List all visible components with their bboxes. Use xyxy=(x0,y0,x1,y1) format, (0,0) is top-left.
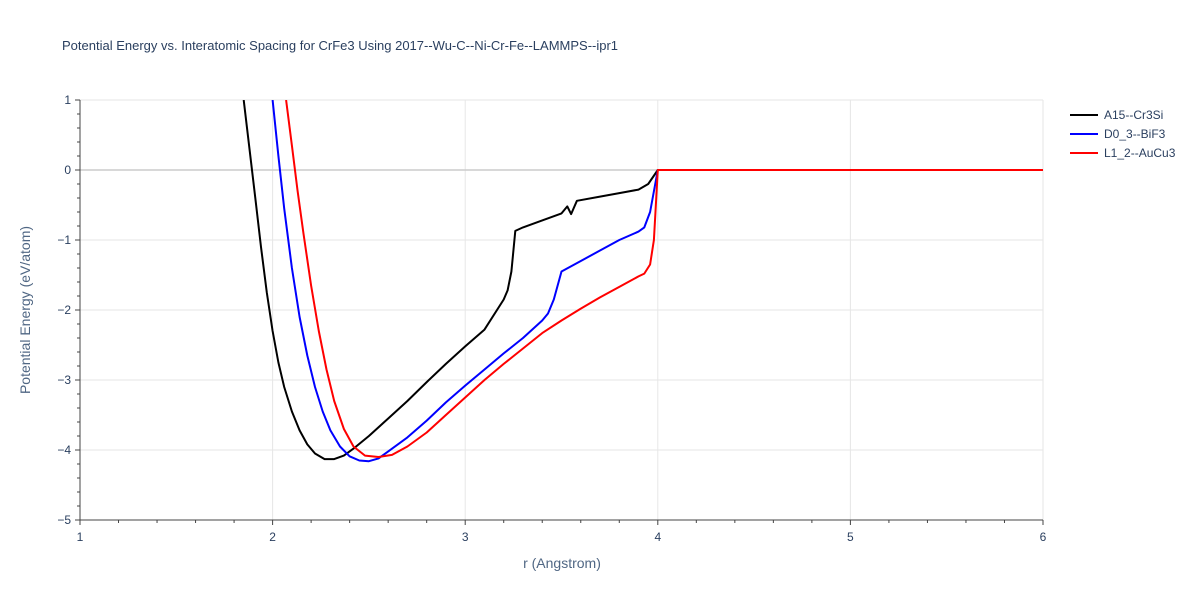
y-tick-label: −2 xyxy=(57,303,71,317)
legend-label: L1_2--AuCu3 xyxy=(1104,146,1176,160)
y-tick-label: 1 xyxy=(64,93,71,107)
x-tick-label: 2 xyxy=(269,530,276,544)
y-axis-title: Potential Energy (eV/atom) xyxy=(17,226,33,394)
x-axis-title: r (Angstrom) xyxy=(523,555,601,571)
y-tick-label: −5 xyxy=(57,513,71,527)
series-line-2 xyxy=(271,100,1043,463)
grid xyxy=(80,99,1044,520)
chart-title: Potential Energy vs. Interatomic Spacing… xyxy=(62,38,618,53)
x-tick-label: 4 xyxy=(654,530,661,544)
series-line-3 xyxy=(285,100,1043,458)
legend: A15--Cr3Si D0_3--BiF3 L1_2--AuCu3 xyxy=(1070,108,1176,160)
y-tick-label: −1 xyxy=(57,233,71,247)
x-tick-label: 3 xyxy=(462,530,469,544)
legend-label: A15--Cr3Si xyxy=(1104,108,1163,122)
y-tick-label: −3 xyxy=(57,373,71,387)
series-line-1 xyxy=(242,100,1043,461)
legend-label: D0_3--BiF3 xyxy=(1104,127,1166,141)
x-tick-label: 5 xyxy=(847,530,854,544)
x-tick-label: 6 xyxy=(1040,530,1047,544)
y-tick-label: −4 xyxy=(57,443,71,457)
x-tick-label: 1 xyxy=(77,530,84,544)
series-group xyxy=(242,100,1043,463)
y-tick-label: 0 xyxy=(64,163,71,177)
axes: 1 2 3 4 5 6 1 0 −1 −2 −3 −4 −5 xyxy=(57,93,1046,544)
